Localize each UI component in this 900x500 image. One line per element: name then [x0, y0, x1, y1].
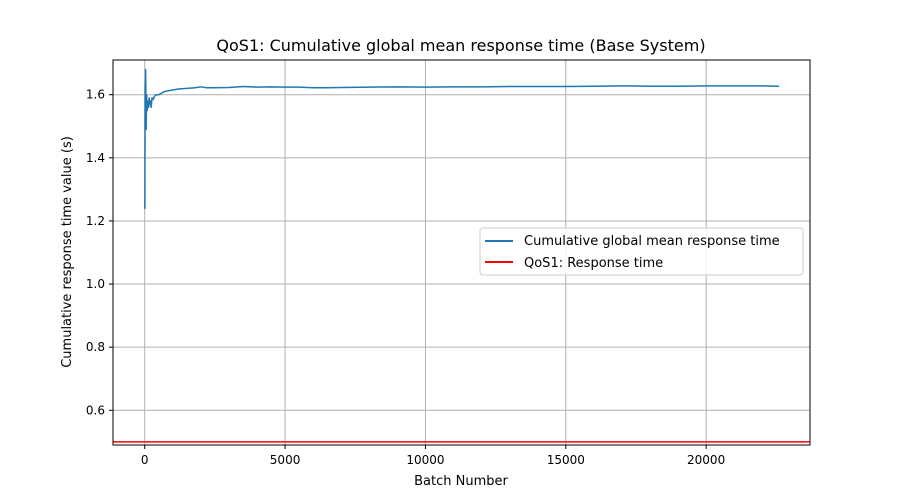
y-tick-label: 0.8	[86, 340, 105, 354]
y-tick-label: 1.2	[86, 214, 105, 228]
y-tick-label: 0.6	[86, 403, 105, 417]
y-tick-label: 1.4	[86, 151, 105, 165]
x-tick-label: 10000	[406, 453, 444, 467]
plot-frame	[112, 59, 811, 446]
x-tick-label: 0	[141, 453, 149, 467]
legend-label-qos1-response-time: QoS1: Response time	[524, 256, 663, 271]
x-axis-label: Batch Number	[414, 474, 508, 489]
y-axis-label: Cumulative response time value (s)	[60, 136, 75, 368]
legend-box	[479, 227, 804, 276]
x-tick-label: 5000	[270, 453, 301, 467]
x-tick-label: 15000	[547, 453, 585, 467]
chart-title: QoS1: Cumulative global mean response ti…	[216, 36, 705, 55]
x-tick-label: 20000	[687, 453, 725, 467]
series-layer	[113, 68, 810, 443]
grid-lines	[113, 60, 810, 445]
legend-label-cumulative-mean: Cumulative global mean response time	[524, 234, 780, 249]
legend: Cumulative global mean response time QoS…	[479, 227, 804, 276]
y-tick-label: 1.6	[86, 88, 105, 102]
y-tick-label: 1.0	[86, 277, 105, 291]
axis-ticks: 0 5000 10000 15000 20000 0.6 0.8 1.0 1.2 1.4 1.6	[86, 88, 725, 467]
series-line-cumulative-mean	[143, 68, 780, 210]
